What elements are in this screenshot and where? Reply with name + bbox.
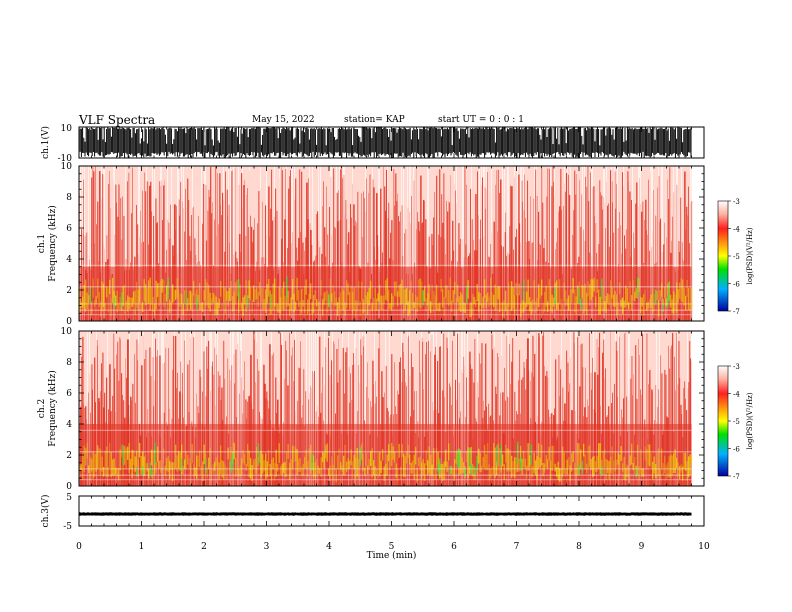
y-tick-label: 6 [66,224,72,234]
ch1-colorbar [717,200,729,312]
y-tick-label: 10 [61,327,73,337]
date-label: May 15, 2022 [252,115,315,125]
y-tick-label: 0 [66,482,72,492]
x-tick-label: 10 [698,542,710,552]
chart-title: VLF Spectra [79,113,156,127]
x-tick-label: 6 [451,542,457,552]
y-tick-label: 2 [66,286,72,296]
colorbar-tick-label: -5 [733,418,740,426]
y-tick-label: 6 [66,389,72,399]
x-ticks [78,496,705,526]
x-tick-label: 1 [139,542,145,552]
ch1-spectrogram [79,166,704,321]
y-tick-label: 0 [66,317,72,327]
y-tick-label: -5 [63,522,72,532]
x-ticks [78,331,705,486]
colorbar-tick-label: -4 [733,391,740,399]
ch2-colorbar [717,365,729,477]
y-tick-label: -10 [58,154,73,164]
y-tick-label: 5 [66,493,72,503]
ch1-colorbar-label: log(PSD)(V²/Hz) [746,227,754,284]
x-ticks [78,127,705,158]
x-ticks [78,166,705,321]
ch1-ylabel: ch.1Frequency (kHz) [37,205,58,282]
colorbar-tick-label: -6 [733,446,740,454]
colorbar-tick-label: -4 [733,226,740,234]
x-tick-label: 8 [576,542,582,552]
ch3-trace [78,512,692,516]
colorbar-tick-label: -7 [733,308,740,316]
y-tick-label: 4 [66,255,72,265]
colorbar-tick-label: -7 [733,473,740,481]
x-tick-label: 9 [639,542,645,552]
ch2-colorbar-label: log(PSD)(V²/Hz) [746,392,754,449]
ch2-spectrogram [79,331,704,486]
x-tick-label: 2 [201,542,207,552]
x-tick-label: 3 [264,542,270,552]
y-ticks [79,330,704,487]
y-ticks [79,165,704,322]
colorbar-tick-label: -6 [733,281,740,289]
colorbar-tick-label: -3 [733,363,740,371]
x-tick-label: 5 [389,542,395,552]
y-tick-label: 10 [61,162,73,172]
x-tick-label: 4 [326,542,332,552]
start-ut-label: start UT = 0 : 0 : 1 [438,115,524,125]
ch1-trace [78,127,692,158]
y-tick-label: 2 [66,451,72,461]
y-tick-label: 10 [61,124,73,134]
x-axis-label: Time (min) [367,550,417,561]
x-tick-label: 7 [514,542,520,552]
y-tick-label: 8 [66,358,72,368]
ch3-ylabel: ch.3(V) [40,495,51,528]
station-label: station= KAP [344,115,405,125]
colorbar-tick-label: -5 [733,253,740,261]
y-tick-label: 8 [66,193,72,203]
colorbar-tick-label: -3 [733,198,740,206]
ch1-ylabel: ch.1(V) [40,126,51,159]
x-tick-label: 0 [76,542,82,552]
ch2-ylabel: ch.2Frequency (kHz) [37,370,58,447]
y-tick-label: 4 [66,420,72,430]
